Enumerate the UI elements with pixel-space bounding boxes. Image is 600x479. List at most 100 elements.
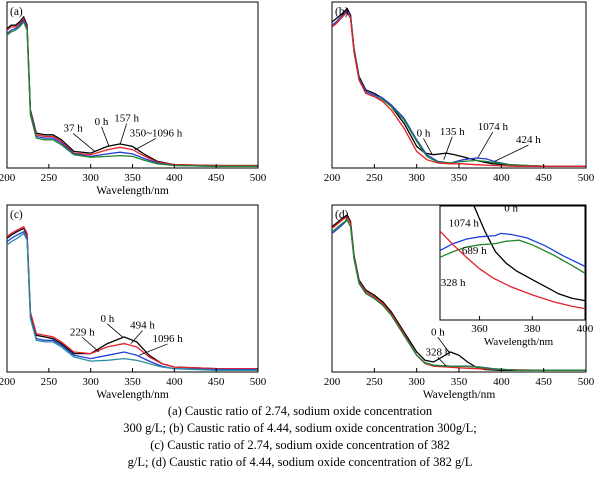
series-line-4	[7, 20, 258, 167]
inset-x-tick-label: 380	[524, 323, 541, 335]
annotation-leader	[101, 126, 110, 147]
x-tick-label: 350	[451, 172, 468, 184]
inset-annotation-label: 1074 h	[449, 218, 480, 230]
annotation-leader	[72, 133, 96, 152]
panel-d: 200 250 300 350 400 450 500 (d) Wavelength/nm 0 h…	[324, 203, 595, 401]
inset-series-line-4	[440, 230, 585, 310]
x-tick-label: 250	[41, 172, 58, 184]
caption-line-2: 300 g/L; (b) Caustic ratio of 4.44, sodi…	[123, 421, 477, 435]
x-tick-label: 350	[124, 376, 141, 388]
x-tick-label: 350	[124, 172, 141, 184]
annotation-label: 1074 h	[478, 121, 509, 133]
x-tick-label: 400	[166, 376, 183, 388]
annotation-leader	[82, 336, 100, 353]
x-axis-label: Wavelength/nm	[96, 185, 169, 197]
inset-x-axis-label: Wavelength/nm	[484, 336, 554, 348]
annotation-leader	[494, 144, 529, 162]
panel-c: 200 250 300 350 400 450 500 (c) Wavelength/nm 0 h…	[0, 204, 267, 401]
x-tick-label: 500	[250, 172, 267, 184]
inset-x-tick-label: 400	[577, 323, 594, 335]
annotation-leader	[437, 337, 450, 353]
series-line-3	[7, 19, 258, 167]
plot-frame	[6, 204, 259, 373]
annotation-label: 350~1096 h	[130, 127, 183, 139]
annotation-leader	[437, 357, 447, 367]
x-tick-label: 250	[366, 172, 383, 184]
annotation-leader	[423, 138, 433, 155]
x-tick-label: 450	[208, 172, 225, 184]
annotation-label: 229 h	[70, 326, 95, 338]
series-line-2	[7, 225, 258, 370]
caption-line-4: g/L; (d) Caustic ratio of 4.44, sodium o…	[127, 455, 473, 469]
x-tick-label: 400	[166, 172, 183, 184]
x-axis-label: Wavelength/nm	[423, 389, 496, 401]
x-tick-label: 500	[578, 376, 595, 388]
series-line-1	[7, 227, 258, 370]
plot-frame	[331, 1, 587, 169]
x-tick-label: 450	[535, 376, 552, 388]
x-tick-label: 300	[408, 376, 425, 388]
series-line-1	[7, 15, 258, 167]
annotation-label: 0 h	[101, 313, 115, 325]
inset-chart: 360 380 400 Wavelength/nm 0 h 1074 h 689 h 328 …	[439, 203, 594, 348]
series-line-1	[332, 7, 586, 167]
x-tick-label: 350	[451, 376, 468, 388]
annotation-label: 135 h	[440, 126, 465, 138]
annotation-label: 424 h	[516, 134, 541, 146]
x-tick-label: 200	[324, 172, 341, 184]
panel-label: (c)	[10, 209, 23, 221]
series-line-4	[332, 10, 586, 167]
annotation-leader	[477, 131, 494, 159]
x-tick-label: 300	[408, 172, 425, 184]
x-tick-label: 300	[82, 172, 99, 184]
panel-b: 200 250 300 350 400 450 500 (b) 0 h 135 h 1074 h 42…	[324, 1, 595, 184]
caption-line-1: (a) Caustic ratio of 2.74, sodium oxide …	[167, 404, 433, 418]
x-tick-label: 200	[324, 376, 341, 388]
x-tick-label: 500	[578, 172, 595, 184]
x-tick-label: 400	[493, 172, 510, 184]
panel-label: (d)	[335, 209, 349, 221]
x-tick-label: 200	[0, 172, 16, 184]
annotation-label: 0 h	[95, 116, 109, 128]
annotation-label: 0 h	[417, 127, 431, 139]
series-line-3	[332, 10, 586, 167]
annotation-label: 37 h	[63, 122, 83, 134]
annotation-label: 328 h	[425, 346, 450, 358]
panel-label: (b)	[335, 6, 349, 18]
series-line-4	[332, 219, 586, 371]
annotation-label: 157 h	[114, 113, 139, 125]
inset-annotation-label: 328 h	[441, 277, 466, 289]
x-tick-label: 400	[493, 376, 510, 388]
series-line-1	[332, 214, 586, 371]
x-tick-label: 250	[366, 376, 383, 388]
series-line-2	[332, 215, 586, 371]
series-line-2	[7, 17, 258, 167]
annotation-label: 494 h	[130, 320, 155, 332]
x-tick-label: 450	[535, 172, 552, 184]
series-line-3	[7, 230, 258, 371]
inset-annotation-label: 0 h	[504, 203, 518, 215]
x-axis-label: Wavelength/nm	[96, 389, 169, 401]
annotation-leader	[134, 138, 157, 151]
inset-series-line-3	[440, 239, 585, 274]
panel-a: 200 250 300 350 400 450 500 (a) Wavelength/nm 37 …	[0, 1, 267, 197]
annotation-leader	[119, 123, 128, 145]
annotation-leader	[130, 330, 143, 344]
x-tick-label: 500	[250, 376, 267, 388]
annotation-label: 1096 h	[153, 333, 184, 345]
inset-frame	[439, 205, 586, 321]
inset-series-line-1	[473, 206, 585, 302]
caption-line-3: (c) Caustic ratio of 2.74, sodium oxide …	[150, 438, 450, 452]
inset-annotation-label: 689 h	[462, 245, 487, 257]
annotation-leader	[443, 136, 453, 160]
x-tick-label: 450	[208, 376, 225, 388]
annotation-leader	[107, 323, 123, 338]
x-tick-label: 200	[0, 376, 16, 388]
inset-x-tick-label: 360	[471, 323, 488, 335]
x-tick-label: 250	[41, 376, 58, 388]
plot-frame	[6, 1, 259, 169]
series-line-2	[332, 9, 586, 167]
inset-series-line-2	[440, 232, 585, 267]
series-line-4	[7, 232, 258, 371]
